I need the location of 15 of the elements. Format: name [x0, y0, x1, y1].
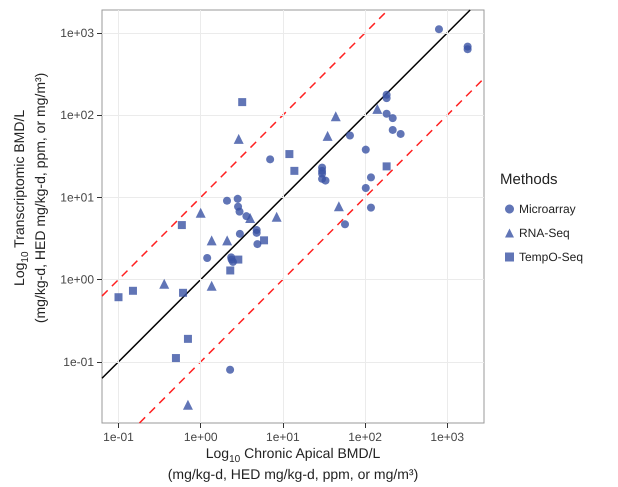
legend-title: Methods	[500, 171, 558, 188]
x-tick-label: 1e+01	[266, 430, 300, 444]
legend-label: Microarray	[519, 202, 576, 216]
y-tick-label: 1e+02	[60, 108, 94, 122]
x-tick-label: 1e-01	[103, 430, 134, 444]
legend-label: TempO-Seq	[519, 250, 584, 264]
x-axis-title: Log$_{10}$ Chronic Apical BMD/L (mg/kg-d, HED mg/kg-d, ppm, or mg/m³)	[166, 445, 420, 482]
y-tick-label: 1e-01	[63, 354, 94, 369]
y-tick-label: 1e+00	[60, 272, 94, 287]
legend-label: RNA-Seq	[519, 226, 570, 240]
y-tick-label: 1e+01	[60, 190, 94, 204]
x-tick-label: 1e+00	[184, 430, 218, 444]
x-tick-label: 1e+02	[348, 430, 382, 444]
x-tick-label: 1e+03	[430, 430, 464, 444]
y-tick-label: 1e+03	[60, 26, 94, 40]
